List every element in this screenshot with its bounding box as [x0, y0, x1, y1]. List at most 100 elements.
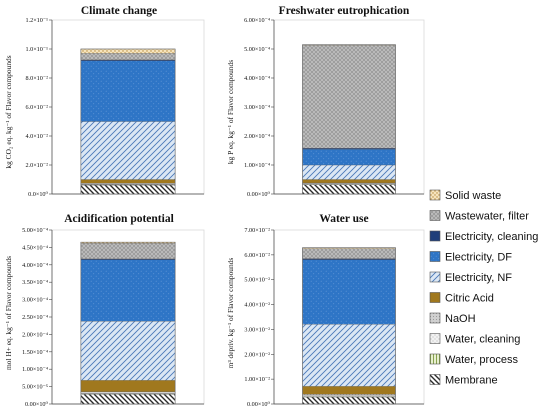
y-tick-label: 4.00×10⁻⁴: [22, 262, 48, 269]
bar-segment-electricity-df: [80, 60, 176, 122]
legend-swatch: [429, 333, 441, 344]
bar-segment-membrane: [302, 184, 396, 195]
y-tick-label: 0.00×10⁰: [247, 191, 271, 198]
panel-acidification-potential: Acidification potential mol H+ eq. kg⁻¹ …: [4, 213, 205, 408]
panel-title: Water use: [319, 213, 368, 225]
y-tick-label: 2.00×10⁻⁴: [22, 331, 48, 338]
legend-item-citric-acid: Citric Acid: [429, 292, 494, 305]
legend-label: Electricity, DF: [445, 252, 512, 264]
legend-item-water-cleaning: Water, cleaning: [429, 333, 520, 346]
y-tick-label: 2.00×10⁻²: [244, 351, 270, 358]
bar-segment-electricity-df: [302, 259, 396, 325]
y-axis-label: mol H+ eq. kg⁻¹ of Flavor compounds: [4, 256, 13, 370]
bar-segment-electricity-df: [302, 148, 396, 166]
legend-swatch: [429, 292, 441, 303]
y-tick-label: 6.0×10⁻²: [25, 104, 48, 111]
legend-item-electricity-cleaning: Electricity, cleaning: [429, 230, 538, 243]
bar-segment-membrane: [80, 394, 176, 405]
bar-segment-solid-waste: [80, 48, 176, 54]
y-axis-label: kg P eq. kg⁻¹ of Flavor compounds: [226, 60, 235, 164]
y-tick-label: 8.0×10⁻²: [25, 75, 48, 82]
y-tick-label: 2.0×10⁻²: [25, 162, 48, 169]
y-tick-label: 1.00×10⁻⁴: [244, 162, 270, 169]
bar-segment-wastewater-filter: [80, 243, 176, 260]
bar-segment-wastewater-filter: [302, 248, 396, 259]
bar-outline: [302, 44, 396, 195]
y-tick-label: 3.00×10⁻⁴: [244, 104, 270, 111]
bar-segment-wastewater-filter: [302, 45, 396, 149]
y-tick-label: 5.00×10⁻⁵: [22, 384, 48, 391]
plot-area: 0.00×10⁰ 1.00×10⁻⁴ 2.00×10⁻⁴ 3.00×10⁻⁴ 4.00×…: [244, 17, 425, 198]
legend-item-solid-waste: Solid waste: [429, 189, 501, 202]
y-axis-label: m³ depriv. kg⁻¹ of Flavor compounds: [226, 258, 235, 369]
legend-item-water-process: Water, process: [429, 353, 518, 366]
legend: Solid waste Wastewater, filter Electricity…: [429, 189, 538, 387]
y-tick-label: 1.00×10⁻⁴: [22, 366, 48, 373]
legend-label: Citric Acid: [445, 293, 494, 305]
legend-swatch: [429, 271, 441, 283]
bar-segment-electricity-nf: [80, 321, 176, 381]
bar-segment-electricity-df: [80, 259, 176, 322]
bar-segment-naoh: [302, 182, 396, 184]
legend-label: Membrane: [445, 375, 498, 387]
y-tick-label: 6.00×10⁻²: [244, 252, 270, 259]
y-tick-label: 5.00×10⁻⁴: [244, 46, 270, 53]
y-tick-label: 4.50×10⁻⁴: [22, 244, 48, 251]
legend-swatch: [429, 353, 441, 365]
y-tick-label: 1.0×10⁻¹: [25, 46, 48, 53]
y-tick-label: 0.00×10⁰: [247, 401, 271, 408]
bar-segment-citric-acid: [80, 380, 176, 392]
legend-swatch: [429, 251, 441, 262]
bar-segment-citric-acid: [80, 179, 176, 184]
legend-swatch: [429, 210, 441, 221]
y-axis-label: kg CO₂ eq. kg⁻¹ of Flavor compounds: [4, 55, 13, 168]
bar-segment-electricity-nf: [302, 324, 396, 387]
legend-label: Water, process: [445, 354, 518, 366]
legend-label: Solid waste: [445, 190, 501, 202]
y-tick-label: 5.00×10⁻²: [244, 277, 270, 284]
plot-area: 0.00×10⁰ 1.00×10⁻² 2.00×10⁻² 3.00×10⁻² 4.00×…: [244, 227, 425, 408]
legend-label: Water, cleaning: [445, 334, 520, 346]
bar-segment-membrane: [302, 396, 396, 405]
legend-label: NaOH: [445, 313, 476, 325]
y-tick-label: 4.0×10⁻²: [25, 133, 48, 140]
y-tick-label: 1.50×10⁻⁴: [22, 349, 48, 356]
legend-item-electricity-nf: Electricity, NF: [429, 271, 512, 284]
legend-label: Electricity, cleaning: [445, 231, 538, 243]
legend-swatch: [429, 374, 441, 385]
y-tick-label: 4.00×10⁻²: [244, 302, 270, 309]
y-tick-label: 2.00×10⁻⁴: [244, 133, 270, 140]
y-tick-label: 3.00×10⁻²: [244, 326, 270, 333]
y-tick-label: 3.00×10⁻⁴: [22, 297, 48, 304]
legend-item-membrane: Membrane: [429, 374, 498, 387]
bar-segment-wastewater-filter: [80, 53, 176, 60]
legend-item-wastewater-filter: Wastewater, filter: [429, 210, 529, 223]
panel-title: Freshwater eutrophication: [279, 5, 410, 17]
bar-outline: [80, 241, 176, 405]
y-tick-label: 2.50×10⁻⁴: [22, 314, 48, 321]
legend-swatch: [429, 230, 441, 242]
panel-climate-change: Climate change kg CO₂ eq. kg⁻¹ of Flavor…: [4, 5, 205, 198]
y-tick-label: 1.00×10⁻²: [244, 376, 270, 383]
y-tick-label: 5.00×10⁻⁴: [22, 227, 48, 234]
bar-segment-electricity-cleaning: [302, 148, 396, 150]
bar-segment-naoh: [302, 394, 396, 396]
bar-segment-naoh: [80, 183, 176, 185]
legend-label: Wastewater, filter: [445, 211, 529, 223]
bar-segment-citric-acid: [302, 386, 396, 395]
plot-area: 0.00×10⁰ 5.00×10⁻⁵ 1.00×10⁻⁴ 1.50×10⁻⁴ 2.00×…: [22, 227, 205, 408]
panel-freshwater-eutrophication: Freshwater eutrophication kg P eq. kg⁻¹ …: [226, 5, 425, 198]
panel-title: Acidification potential: [64, 213, 174, 225]
bar-outline: [80, 48, 176, 195]
panel-water-use: Water use m³ depriv. kg⁻¹ of Flavor comp…: [226, 213, 425, 408]
bar-outline: [302, 247, 396, 405]
y-tick-label: 1.2×10⁻¹: [25, 17, 48, 24]
bar-segment-water-cleaning: [302, 395, 396, 397]
legend-swatch: [429, 189, 441, 201]
legend-label: Electricity, NF: [445, 272, 512, 284]
bar-segment-electricity-nf: [302, 164, 396, 180]
bar-segment-citric-acid: [302, 179, 396, 184]
panel-title: Climate change: [81, 5, 157, 17]
y-tick-label: 4.00×10⁻⁴: [244, 75, 270, 82]
bar-segment-membrane: [80, 184, 176, 195]
